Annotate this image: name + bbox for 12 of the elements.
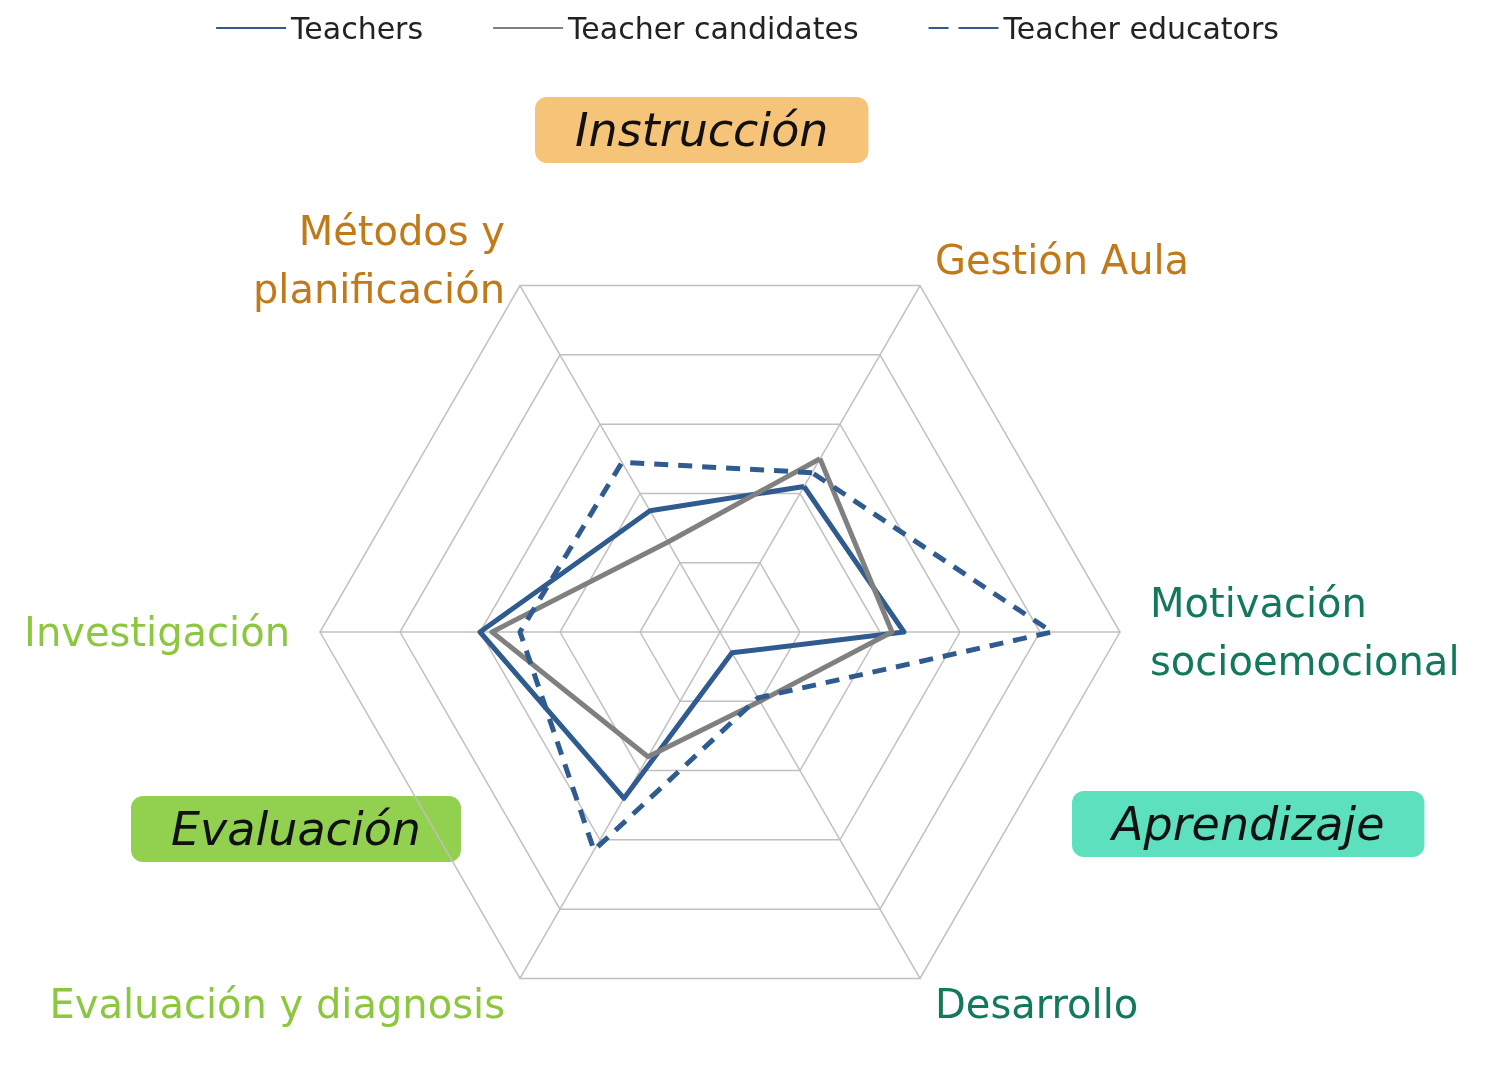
spoke-label: Gestión Aula <box>935 236 1190 283</box>
legend-label: Teachers <box>290 10 424 46</box>
text: Evaluación <box>171 802 421 856</box>
spoke-label: Métodos y planificación <box>252 207 505 312</box>
legend-label: Teacher educators <box>1002 10 1279 46</box>
spoke-label: Desarrollo <box>935 981 1139 1028</box>
spoke-label: Evaluación y diagnosis <box>49 981 505 1028</box>
text: Aprendizaje <box>1109 797 1385 851</box>
spoke-label: Investigación <box>24 609 290 655</box>
spoke-label: Motivación socioemocional <box>1150 580 1460 684</box>
legend-label: Teacher candidates <box>567 10 859 46</box>
text: Instrucción <box>575 103 829 157</box>
